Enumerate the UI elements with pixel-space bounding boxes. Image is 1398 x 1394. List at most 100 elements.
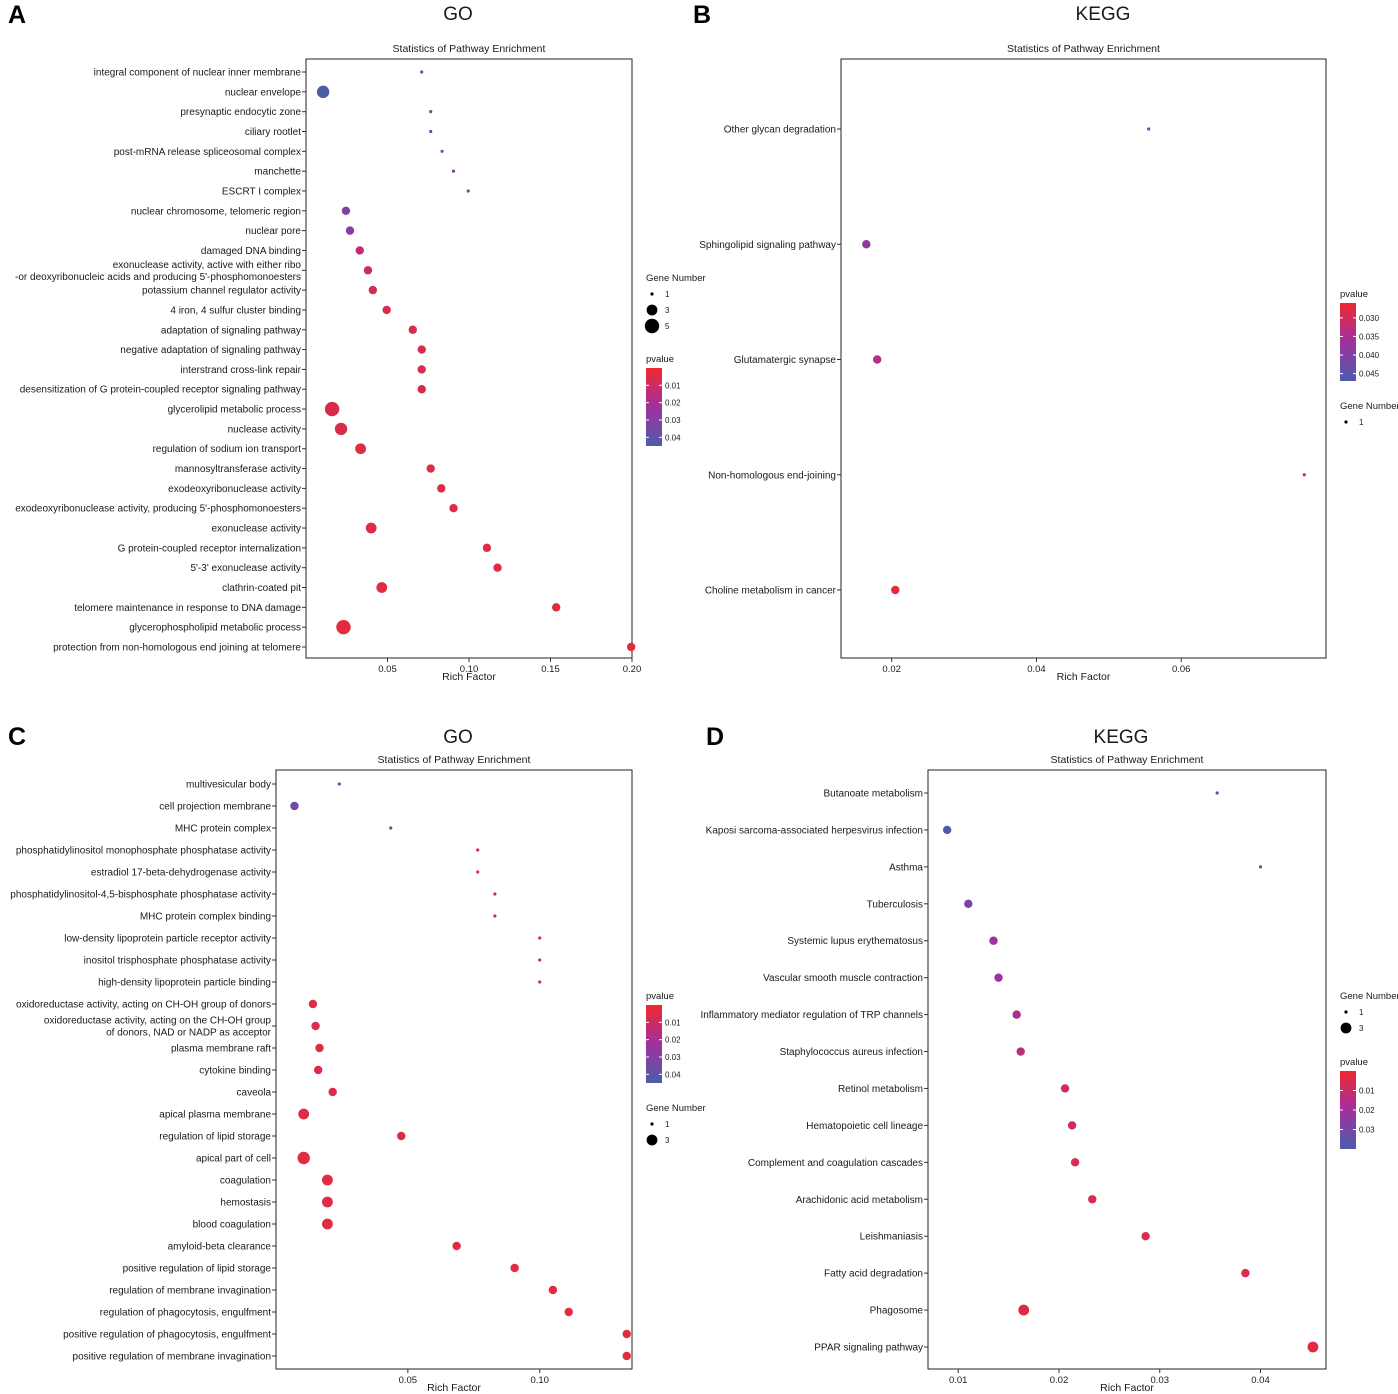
data-point	[942, 825, 952, 835]
chart-subtitle: Statistics of Pathway Enrichment	[378, 754, 531, 766]
size-legend-label: 1	[1359, 418, 1364, 427]
term-label: positive regulation of phagocytosis, eng…	[63, 1330, 271, 1341]
term-label: Glutamatergic synapse	[734, 355, 837, 366]
color-legend-label: 0.030	[1359, 314, 1380, 323]
chart-subtitle: Statistics of Pathway Enrichment	[1051, 754, 1204, 766]
term-label: glycerophospholipid metabolic process	[129, 623, 301, 634]
panel-a: A GO Statistics of Pathway Enrichment 0.05 0…	[8, 1, 706, 683]
x-tick-label: 0.04	[1251, 1375, 1270, 1386]
color-legend-label: 0.01	[665, 1018, 681, 1027]
term-label: low-density lipoprotein particle recepto…	[64, 934, 271, 945]
data-point	[328, 1087, 337, 1097]
term-label: potassium channel regulator activity	[142, 286, 301, 297]
data-point	[862, 240, 871, 249]
color-legend: pvalue 0.01 0.02 0.03 0.04	[646, 991, 681, 1083]
color-legend-bar	[646, 368, 662, 446]
term-label: apical part of cell	[196, 1154, 271, 1165]
color-legend-label: 0.03	[665, 1053, 681, 1062]
term-label: integral component of nuclear inner memb…	[94, 68, 302, 79]
term-label: oxidoreductase activity, acting on the C…	[44, 1016, 272, 1039]
x-axis-title: Rich Factor	[442, 671, 496, 683]
term-label: regulation of lipid storage	[159, 1132, 271, 1143]
panel-letter: B	[693, 1, 711, 29]
data-point	[1215, 791, 1219, 795]
data-point	[1141, 1232, 1150, 1241]
term-label: nuclear envelope	[225, 87, 302, 98]
term-label: exonuclease activity	[212, 524, 302, 535]
color-legend-title: pvalue	[646, 354, 674, 365]
color-legend-title: pvalue	[1340, 289, 1368, 300]
term-label: Leishmaniasis	[860, 1232, 923, 1243]
panel-c: C GO Statistics of Pathway Enrichment 0.05 0…	[8, 723, 706, 1394]
data-point	[1307, 1341, 1319, 1353]
term-label: phosphatidylinositol-4,5-bisphosphate ph…	[10, 890, 271, 901]
term-label: Staphylococcus aureus infection	[780, 1047, 923, 1058]
data-point	[315, 1043, 324, 1053]
data-point	[316, 85, 330, 99]
term-label: blood coagulation	[193, 1220, 271, 1231]
data-point	[1147, 127, 1151, 131]
term-label: positive regulation of membrane invagina…	[73, 1352, 271, 1363]
data-point	[322, 1196, 333, 1208]
data-point	[1012, 1010, 1021, 1019]
data-point	[417, 385, 426, 394]
term-label: PPAR signaling pathway	[814, 1343, 923, 1354]
data-point	[510, 1263, 519, 1273]
size-legend-key	[650, 292, 654, 296]
term-label: Choline metabolism in cancer	[705, 586, 837, 597]
term-label: regulation of sodium ion transport	[153, 444, 302, 455]
data-point	[311, 1021, 320, 1031]
data-point	[429, 129, 433, 134]
x-tick-label: 0.02	[882, 664, 901, 675]
size-legend-key	[1344, 420, 1348, 424]
data-point	[564, 1307, 573, 1317]
data-point	[1067, 1121, 1077, 1130]
data-point	[1060, 1084, 1070, 1093]
term-label: adaptation of signaling pathway	[161, 325, 301, 336]
term-label: Asthma	[889, 862, 923, 873]
data-point	[626, 642, 636, 652]
term-label: positive regulation of lipid storage	[123, 1264, 272, 1275]
data-point	[538, 980, 542, 984]
x-tick-label: 0.05	[399, 1375, 418, 1386]
data-point	[376, 582, 388, 593]
data-point	[322, 1218, 333, 1230]
data-point	[313, 1065, 323, 1075]
term-label: mannosyltransferase activity	[175, 464, 301, 475]
term-label: exodeoxyribonuclease activity, producing…	[15, 504, 301, 515]
color-legend: pvalue 0.01 0.02 0.03	[1340, 1057, 1375, 1149]
data-point	[417, 345, 426, 354]
data-point	[1070, 1158, 1080, 1167]
data-point	[1088, 1195, 1097, 1204]
term-label: inositol trisphosphate phosphatase activ…	[84, 956, 271, 967]
term-label: Tuberculosis	[867, 899, 923, 910]
data-point	[308, 999, 318, 1009]
data-point	[452, 1241, 461, 1251]
term-label: coagulation	[220, 1176, 271, 1187]
data-point	[493, 563, 502, 572]
term-label: MHC protein complex binding	[140, 912, 271, 923]
term-label: Butanoate metabolism	[823, 789, 923, 800]
term-label: nuclear chromosome, telomeric region	[131, 206, 301, 217]
term-label: Other glycan degradation	[724, 125, 836, 136]
term-label: Inflammatory mediator regulation of TRP …	[700, 1010, 923, 1021]
term-label: cell projection membrane	[159, 802, 271, 813]
size-legend-key	[1344, 1010, 1348, 1014]
data-point	[622, 1351, 631, 1361]
term-label: caveola	[237, 1088, 272, 1099]
color-legend-bar	[646, 1005, 662, 1083]
plot-frame	[305, 58, 633, 659]
data-point	[389, 826, 393, 830]
size-legend: Gene Number 1 3	[646, 1103, 706, 1146]
size-legend: Gene Number 1 3	[1340, 991, 1398, 1034]
term-label: 4 iron, 4 sulfur cluster binding	[170, 305, 301, 316]
data-point	[334, 422, 348, 436]
data-point	[355, 246, 364, 255]
term-label: ESCRT I complex	[222, 186, 301, 197]
term-label: glycerolipid metabolic process	[168, 405, 301, 416]
term-label: Hematopoietic cell lineage	[806, 1121, 923, 1132]
data-point	[322, 1174, 333, 1186]
data-point	[298, 1108, 310, 1120]
x-tick-label: 0.04	[1027, 664, 1046, 675]
